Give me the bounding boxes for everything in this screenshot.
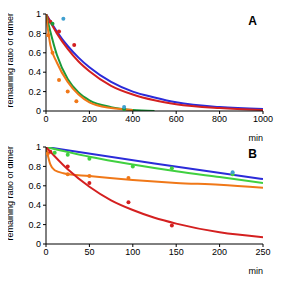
svg-text:0.4: 0.4 (28, 67, 41, 77)
svg-text:remaining ratio of dimer: remaining ratio of dimer (8, 146, 15, 241)
svg-text:0.8: 0.8 (28, 29, 41, 39)
svg-text:0.8: 0.8 (28, 162, 41, 172)
svg-text:400: 400 (125, 114, 140, 124)
svg-text:0: 0 (36, 239, 41, 249)
svg-text:600: 600 (169, 114, 184, 124)
svg-text:0: 0 (43, 247, 48, 257)
svg-text:remaining ratio of dimer: remaining ratio of dimer (8, 13, 15, 108)
svg-text:200: 200 (82, 114, 97, 124)
svg-text:0: 0 (36, 106, 41, 116)
svg-text:0.6: 0.6 (28, 181, 41, 191)
svg-text:1: 1 (36, 142, 41, 152)
svg-text:0.4: 0.4 (28, 200, 41, 210)
svg-text:800: 800 (212, 114, 227, 124)
svg-text:1: 1 (36, 9, 41, 19)
svg-text:0.6: 0.6 (28, 48, 41, 58)
svg-text:min: min (248, 133, 263, 141)
html-text:B: B (248, 147, 257, 161)
svg-text:50: 50 (84, 247, 94, 257)
svg-text:min: min (248, 266, 263, 274)
svg-text:0: 0 (43, 114, 48, 124)
svg-text:200: 200 (212, 247, 227, 257)
svg-text:0.2: 0.2 (28, 87, 41, 97)
html-text:A: A (248, 14, 257, 28)
svg-text:250: 250 (255, 247, 270, 257)
svg-text:0.2: 0.2 (28, 220, 41, 230)
svg-text:1000: 1000 (253, 114, 273, 124)
svg-text:100: 100 (125, 247, 140, 257)
svg-text:150: 150 (169, 247, 184, 257)
